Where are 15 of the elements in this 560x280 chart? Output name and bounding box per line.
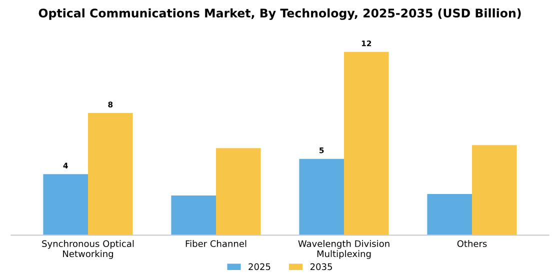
bar — [43, 174, 88, 236]
chart-title: Optical Communications Market, By Technology, 2025-2035 (USD Billion) — [38, 8, 521, 20]
bar — [472, 145, 517, 236]
x-tick-label: Others — [457, 240, 487, 248]
x-tick-label: Wavelength Division Multiplexing — [298, 240, 390, 259]
bar — [171, 195, 216, 236]
x-tick-label: Fiber Channel — [186, 240, 246, 248]
bar — [299, 158, 344, 236]
bar — [427, 194, 472, 236]
legend-label: 2025 — [248, 263, 270, 270]
legend-label: 2035 — [310, 263, 332, 270]
bar — [344, 52, 389, 236]
bar — [216, 148, 261, 236]
x-tick-label: Synchronous Optical Networking — [42, 240, 134, 259]
bar — [88, 113, 133, 236]
